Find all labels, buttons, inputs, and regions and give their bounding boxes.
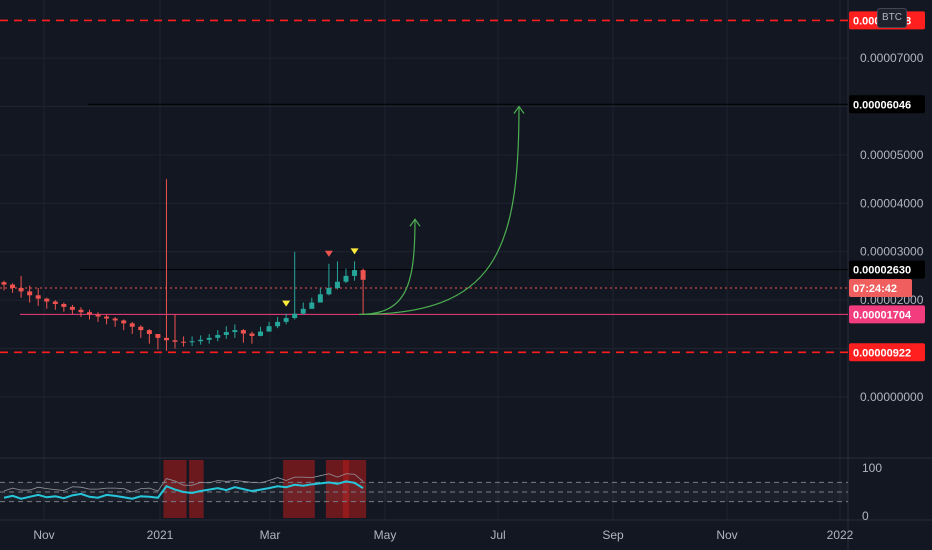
oscillator-tick-label: 100 (862, 461, 882, 475)
candle-body (163, 337, 169, 341)
candle-body (258, 331, 263, 336)
candle-body (240, 330, 246, 334)
candle-body (317, 294, 323, 303)
price-tag-label: 0.00002630 (853, 265, 911, 277)
candle-body (215, 334, 221, 338)
candle-body (292, 313, 298, 319)
projection-arrow-short[interactable] (359, 219, 416, 316)
candle-body (112, 318, 118, 321)
x-tick-label: 2021 (147, 528, 174, 542)
price-tag-resistance (849, 260, 925, 279)
candle-body (35, 295, 41, 299)
candle-body (283, 318, 289, 322)
candle-body (309, 302, 315, 309)
candle-body (10, 284, 16, 289)
currency-badge[interactable]: BTC (877, 8, 907, 28)
candle-body (155, 333, 161, 338)
signal-marker-3 (350, 248, 359, 255)
candle-body (18, 288, 24, 292)
x-tick-label: Jul (490, 528, 505, 542)
x-tick-label: May (374, 528, 397, 542)
candle-body (275, 321, 281, 327)
y-tick-label: 0.00004000 (860, 196, 924, 210)
candle-body (1, 282, 7, 285)
candle-body (52, 301, 58, 304)
price-tag-current-price (849, 279, 912, 298)
x-tick-label: Sep (602, 528, 624, 542)
y-tick-label: 0.00003000 (860, 245, 924, 259)
oscillator-line (3, 480, 364, 500)
signal-marker-1 (282, 300, 291, 307)
x-tick-label: Nov (716, 528, 737, 542)
oscillator-zone (189, 460, 204, 518)
price-tag-label: 07:24:42 (853, 283, 897, 295)
price-tag-bottom-support (849, 343, 925, 362)
candle-body (121, 320, 127, 324)
x-tick-label: 2022 (827, 528, 854, 542)
candle-body (326, 288, 332, 295)
candle-body (138, 326, 144, 331)
candle-body (181, 341, 187, 343)
oscillator-signal-line (3, 473, 364, 493)
candle-body (172, 340, 178, 342)
candle-body (104, 316, 110, 319)
x-tick-label: Nov (33, 528, 54, 542)
candle-body (87, 312, 92, 315)
candle-body (360, 270, 366, 280)
candle-body (61, 303, 67, 307)
candle-body (129, 323, 135, 327)
candle-body (69, 306, 75, 310)
price-tag-label: 0.00001704 (853, 309, 912, 321)
price-tag-label: 0.00000922 (853, 347, 911, 359)
candle-body (78, 309, 84, 313)
candle-body (266, 326, 272, 332)
candle-body (189, 341, 195, 343)
projection-arrow-long-head (513, 105, 525, 114)
x-tick-label: Mar (260, 528, 281, 542)
price-tag-support (849, 305, 925, 324)
y-tick-label: 0.00005000 (860, 148, 924, 162)
candle-body (249, 333, 255, 336)
y-tick-label: 0.00007000 (860, 51, 924, 65)
projection-arrow-long[interactable] (359, 106, 520, 316)
candle-body (223, 332, 229, 335)
candle-body (146, 330, 152, 334)
price-tag-label: 0.00006046 (853, 99, 911, 111)
y-tick-label: 0.00000000 (860, 390, 924, 404)
candle-body (300, 308, 306, 314)
candle-body (232, 330, 238, 333)
price-tag-target (849, 95, 925, 114)
candle-body (27, 291, 33, 296)
candle-body (334, 281, 340, 289)
signal-marker-2 (324, 250, 333, 257)
oscillator-tick-label: 0 (862, 509, 869, 523)
oscillator-zone (343, 460, 367, 518)
candle-body (44, 298, 50, 302)
projection-arrow-short-head (409, 218, 421, 227)
oscillator-zone (283, 460, 315, 518)
candle-body (343, 275, 349, 282)
candle-body (352, 270, 358, 276)
candle-body (206, 337, 212, 340)
candle-body (198, 339, 204, 342)
candle-body (95, 314, 101, 317)
